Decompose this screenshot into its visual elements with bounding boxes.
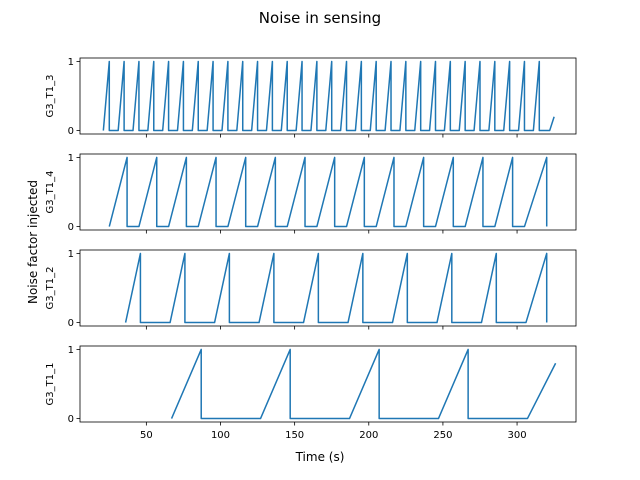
y-tick-label: 0 xyxy=(68,318,74,329)
subplot-label: G3_T1_1 xyxy=(45,363,56,406)
axes-frame xyxy=(79,345,577,423)
y-tick-label: 0 xyxy=(68,222,74,233)
subplot-label: G3_T1_3 xyxy=(45,75,56,118)
series-line xyxy=(170,348,557,420)
x-tick-label: 250 xyxy=(433,430,452,441)
subplot-G3_T1_4: 0 1 G3_T1_4 xyxy=(45,153,577,234)
y-tick-label: 1 xyxy=(68,249,74,260)
axes-frame xyxy=(79,153,577,231)
y-tick-label: 1 xyxy=(68,345,74,356)
subplot-label: G3_T1_4 xyxy=(45,171,56,214)
series-line xyxy=(108,156,548,228)
x-tick-label: 300 xyxy=(508,430,527,441)
subplot-G3_T1_3: 0 1 G3_T1_3 xyxy=(45,57,577,138)
series-line xyxy=(102,60,555,132)
axes-frame xyxy=(79,249,577,327)
x-tick-label: 200 xyxy=(359,430,378,441)
x-tick-label: 150 xyxy=(285,430,304,441)
subplot-G3_T1_2: 0 1 G3_T1_2 xyxy=(45,249,577,330)
series-line xyxy=(124,252,548,324)
figure-x-label: Time (s) xyxy=(295,450,345,464)
figure-title: Noise in sensing xyxy=(259,9,381,27)
x-tick-label: 100 xyxy=(211,430,230,441)
y-tick-label: 0 xyxy=(68,126,74,137)
y-tick-label: 0 xyxy=(68,414,74,425)
figure-y-label: Noise factor injected xyxy=(26,180,40,304)
y-tick-label: 1 xyxy=(68,57,74,68)
y-tick-label: 1 xyxy=(68,153,74,164)
subplot-label: G3_T1_2 xyxy=(45,267,56,310)
axes-frame xyxy=(79,57,577,135)
x-tick-label: 50 xyxy=(140,430,153,441)
